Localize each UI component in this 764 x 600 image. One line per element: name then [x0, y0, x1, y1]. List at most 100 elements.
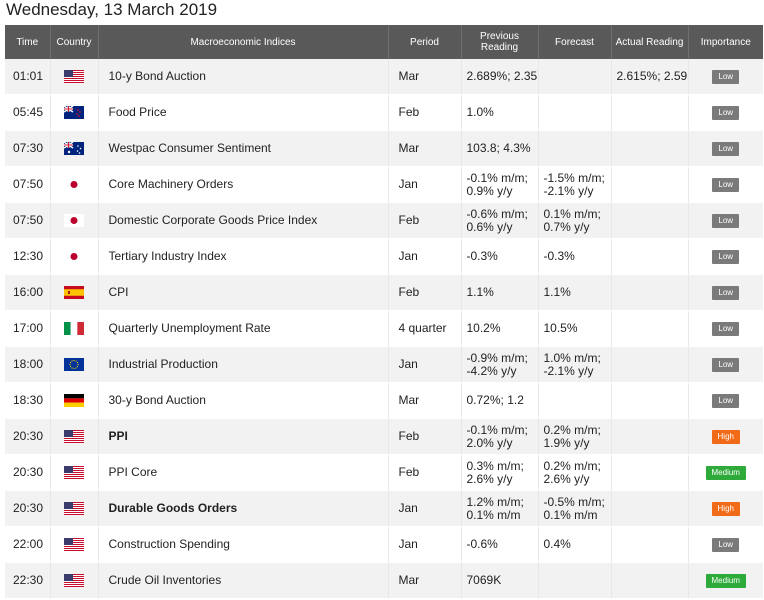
- indicator-name: Food Price: [98, 94, 389, 131]
- indicator-name: Westpac Consumer Sentiment: [98, 130, 389, 167]
- forecast-value: [538, 94, 612, 131]
- previous-reading: -0.6%: [461, 526, 539, 563]
- event-period: Mar: [388, 382, 462, 419]
- country-cell: [50, 274, 99, 311]
- previous-reading: 7069K: [461, 562, 539, 599]
- event-time: 20:30: [5, 418, 51, 455]
- indicator-name: Industrial Production: [98, 346, 389, 383]
- forecast-value: 0.1% m/m; 0.7% y/y: [538, 202, 612, 239]
- jp-flag-icon: [64, 178, 84, 192]
- table-row: 22:30 Crude Oil Inventories Mar 7069K Medium: [5, 562, 763, 599]
- importance-cell: Low: [688, 526, 763, 563]
- indicator-name: Core Machinery Orders: [98, 166, 389, 203]
- table-row: 07:30 Westpac Consumer Sentiment Mar 103.8;…: [5, 130, 763, 167]
- importance-badge: Low: [712, 250, 740, 264]
- table-row: 12:30 Tertiary Industry Index Jan -0.3% -0.3…: [5, 238, 763, 275]
- table-row: 05:45 Food Price Feb 1.0% Low: [5, 94, 763, 131]
- importance-badge: Low: [712, 322, 740, 336]
- country-cell: [50, 202, 99, 239]
- event-time: 22:00: [5, 526, 51, 563]
- event-time: 17:00: [5, 310, 51, 347]
- country-cell: [50, 562, 99, 599]
- table-row: 17:00 Quarterly Unemployment Rate 4 quarte…: [5, 310, 763, 347]
- it-flag-icon: [64, 322, 84, 336]
- forecast-value: [538, 382, 612, 419]
- indicator-name: Construction Spending: [98, 526, 389, 563]
- indicator-name: Crude Oil Inventories: [98, 562, 389, 599]
- previous-reading: 2.689%; 2.35: [461, 59, 539, 95]
- event-time: 12:30: [5, 238, 51, 275]
- table-row: 20:30 PPI Feb -0.1% m/m; 2.0% y/y 0.2% m/m; …: [5, 418, 763, 455]
- forecast-value: -0.5% m/m; 0.1% m/m: [538, 490, 612, 527]
- event-period: Jan: [388, 526, 462, 563]
- au-flag-icon: [63, 141, 84, 156]
- eu-flag-icon: [64, 358, 84, 372]
- previous-reading: 1.1%: [461, 274, 539, 311]
- country-cell: [50, 490, 99, 527]
- indicator-name: Quarterly Unemployment Rate: [98, 310, 389, 347]
- importance-cell: Low: [688, 382, 763, 419]
- event-time: 07:50: [5, 202, 51, 239]
- page-title: Wednesday, 13 March 2019: [6, 0, 218, 19]
- us-flag-icon: [64, 574, 84, 588]
- forecast-value: -1.5% m/m; -2.1% y/y: [538, 166, 612, 203]
- event-period: Feb: [388, 454, 462, 491]
- forecast-value: [538, 59, 612, 95]
- event-period: Jan: [388, 166, 462, 203]
- country-cell: [50, 346, 99, 383]
- previous-reading: -0.9% m/m; -4.2% y/y: [461, 346, 539, 383]
- importance-cell: High: [688, 418, 763, 455]
- importance-badge: Low: [712, 394, 740, 408]
- event-period: Mar: [388, 130, 462, 167]
- event-period: 4 quarter: [388, 310, 462, 347]
- importance-badge: Low: [712, 142, 740, 156]
- indicator-name: 30-y Bond Auction: [98, 382, 389, 419]
- event-time: 20:30: [5, 454, 51, 491]
- previous-reading: 10.2%: [461, 310, 539, 347]
- table-row: 22:00 Construction Spending Jan -0.6% 0.4% Lo…: [5, 526, 763, 563]
- importance-cell: Low: [688, 59, 763, 95]
- actual-reading: [611, 562, 689, 599]
- actual-reading: [611, 274, 689, 311]
- event-time: 07:30: [5, 130, 51, 167]
- country-cell: [50, 166, 99, 203]
- forecast-value: 1.0% m/m; -2.1% y/y: [538, 346, 612, 383]
- table-row: 01:01 10-y Bond Auction Mar 2.689%; 2.35 2.6…: [5, 59, 763, 95]
- importance-badge: Low: [712, 214, 740, 228]
- event-period: Jan: [388, 238, 462, 275]
- indicator-name: PPI: [98, 418, 389, 455]
- event-time: 18:00: [5, 346, 51, 383]
- indicator-name: Durable Goods Orders: [98, 490, 389, 527]
- importance-badge: High: [711, 430, 740, 444]
- actual-reading: [611, 94, 689, 131]
- previous-reading: -0.6% m/m; 0.6% y/y: [461, 202, 539, 239]
- economic-calendar-table: Time Country Macroeconomic Indices Perio…: [5, 25, 763, 599]
- table-row: 18:00 Industrial Production Jan -0.9% m/m; …: [5, 346, 763, 383]
- jp-flag-icon: [64, 250, 84, 264]
- event-time: 22:30: [5, 562, 51, 599]
- country-cell: [50, 526, 99, 563]
- event-time: 01:01: [5, 59, 51, 95]
- actual-reading: [611, 418, 689, 455]
- previous-reading: 1.0%: [461, 94, 539, 131]
- importance-badge: Low: [712, 538, 740, 552]
- indicator-name: Domestic Corporate Goods Price Index: [98, 202, 389, 239]
- event-time: 20:30: [5, 490, 51, 527]
- importance-cell: High: [688, 490, 763, 527]
- importance-badge: Low: [712, 106, 740, 120]
- forecast-value: 0.4%: [538, 526, 612, 563]
- previous-reading: -0.3%: [461, 238, 539, 275]
- event-time: 18:30: [5, 382, 51, 419]
- importance-cell: Low: [688, 346, 763, 383]
- table-row: 07:50 Core Machinery Orders Jan -0.1% m/m; …: [5, 166, 763, 203]
- event-period: Jan: [388, 346, 462, 383]
- header-period: Period: [388, 25, 462, 59]
- header-forecast: Forecast: [538, 25, 612, 59]
- actual-reading: [611, 130, 689, 167]
- header-actual: Actual Reading: [611, 25, 689, 59]
- previous-reading: 103.8; 4.3%: [461, 130, 539, 167]
- forecast-value: [538, 562, 612, 599]
- event-period: Feb: [388, 202, 462, 239]
- header-row: Time Country Macroeconomic Indices Perio…: [5, 25, 763, 59]
- previous-reading: -0.1% m/m; 0.9% y/y: [461, 166, 539, 203]
